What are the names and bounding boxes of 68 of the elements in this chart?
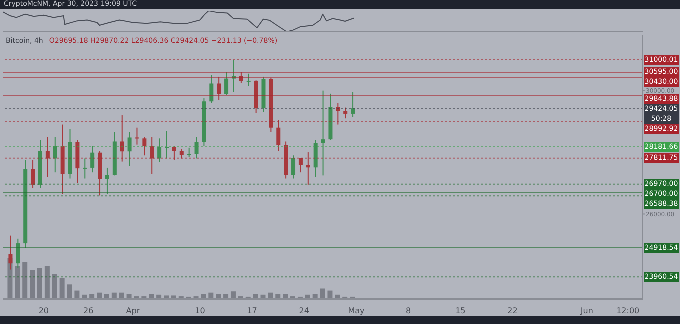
candlestick — [105, 167, 110, 195]
x-tick-label: 26 — [83, 306, 94, 316]
x-tick-label: Jun — [580, 306, 594, 316]
candlestick — [187, 147, 192, 158]
candlestick — [321, 90, 326, 176]
candlestick — [180, 148, 184, 160]
candlestick — [172, 146, 176, 161]
candlestick — [217, 76, 222, 101]
candlestick — [194, 136, 199, 160]
candlestick — [150, 136, 154, 175]
bar — [283, 294, 288, 299]
bar — [22, 262, 28, 299]
candlestick — [351, 92, 356, 118]
candlestick — [90, 146, 95, 174]
bar — [90, 294, 95, 299]
bar — [171, 296, 176, 299]
x-tick-label: 22 — [508, 306, 518, 316]
candlestick — [306, 152, 310, 186]
bar — [104, 294, 110, 299]
bar — [52, 274, 58, 299]
candlestick — [246, 73, 251, 87]
candlestick — [120, 115, 124, 162]
candlestick — [53, 136, 58, 174]
x-tick-label: 10 — [195, 306, 206, 316]
x-tick-label: 17 — [247, 306, 258, 316]
candlestick — [83, 158, 88, 180]
candlestick — [344, 107, 348, 120]
candlestick — [46, 136, 50, 178]
x-tick-label: 8 — [406, 306, 412, 316]
x-tick-label: 15 — [456, 306, 466, 316]
bar — [320, 288, 326, 299]
candlestick — [239, 72, 244, 84]
candlestick — [128, 132, 132, 167]
candlestick — [336, 102, 340, 126]
bar — [60, 278, 65, 299]
bar — [224, 294, 229, 299]
bar — [276, 294, 281, 299]
candlestick — [232, 59, 236, 93]
bar — [15, 266, 20, 299]
candlestick — [165, 130, 169, 160]
x-tick-label: May — [348, 306, 366, 316]
candlestick — [158, 138, 162, 163]
candlestick — [276, 120, 281, 152]
bar — [126, 294, 132, 299]
bar — [201, 294, 206, 299]
candlestick — [224, 72, 229, 96]
bar — [312, 294, 318, 299]
bar — [37, 268, 42, 299]
x-tick-label: 24 — [299, 306, 310, 316]
bar — [216, 294, 222, 299]
candlestick — [135, 127, 140, 146]
bar — [30, 270, 36, 299]
x-tick-label: Apr — [126, 306, 141, 316]
bar — [44, 266, 50, 299]
bar — [74, 290, 80, 299]
bar — [230, 292, 236, 299]
x-tick-label: 20 — [38, 306, 50, 316]
x-tick-label: 12:00 — [616, 306, 640, 316]
bar — [149, 294, 154, 299]
candlestick — [298, 158, 303, 174]
bar — [253, 294, 258, 299]
candlestick — [210, 74, 214, 104]
bar — [164, 296, 169, 299]
bar — [328, 290, 333, 299]
candlestick — [292, 155, 296, 180]
candlestick — [31, 160, 36, 189]
candlestick — [142, 136, 147, 156]
bar — [67, 284, 72, 299]
